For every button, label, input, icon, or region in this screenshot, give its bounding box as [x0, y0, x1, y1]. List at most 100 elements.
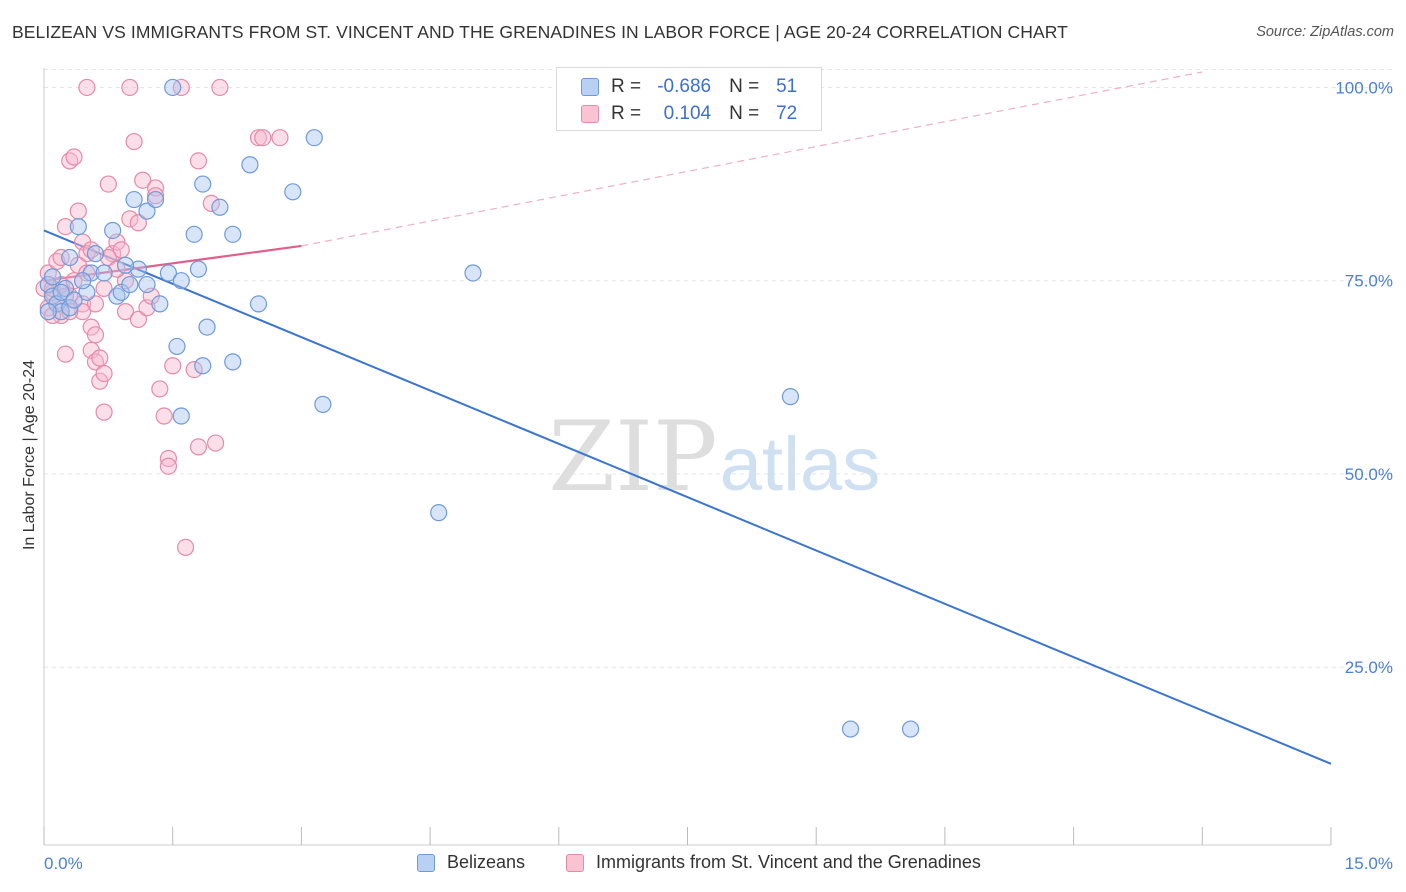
legend-n-label: N =	[729, 103, 760, 124]
legend-r-label: R =	[611, 76, 642, 97]
legend-r-value: -0.686	[657, 76, 712, 97]
legend-swatch-blue	[417, 853, 435, 872]
data-point-belizeans	[95, 264, 113, 282]
data-point-belizeans	[61, 248, 79, 267]
data-point-belizeans	[464, 264, 482, 282]
watermark: ZIP atlas	[548, 401, 880, 513]
y-tick-label: 50.0%	[1345, 465, 1393, 484]
data-point-immigrants	[134, 171, 152, 189]
data-point-belizeans	[249, 295, 268, 313]
data-point-immigrants	[129, 214, 147, 232]
data-point-belizeans	[168, 337, 186, 356]
x-tick-label: 0.0%	[44, 854, 83, 873]
data-point-immigrants	[86, 326, 105, 344]
data-point-immigrants	[202, 194, 220, 213]
data-point-immigrants	[254, 129, 272, 147]
data-point-immigrants	[108, 260, 126, 278]
data-point-immigrants	[78, 78, 96, 97]
data-point-belizeans	[146, 190, 165, 209]
data-point-immigrants	[189, 152, 208, 170]
data-point-immigrants	[86, 295, 105, 313]
data-point-belizeans	[224, 225, 242, 243]
data-point-belizeans	[194, 175, 212, 193]
data-point-belizeans	[159, 264, 178, 282]
data-point-immigrants	[249, 129, 268, 147]
trend-line-belizeans	[43, 229, 1332, 765]
legend-n-value: 72	[776, 103, 798, 124]
data-point-belizeans	[430, 504, 448, 522]
data-point-immigrants	[69, 202, 87, 220]
data-point-belizeans	[65, 291, 83, 309]
legend-swatch-pink	[566, 853, 584, 872]
data-point-belizeans	[86, 245, 105, 263]
data-point-immigrants	[189, 438, 208, 456]
data-point-belizeans	[52, 303, 70, 321]
data-point-belizeans	[211, 198, 229, 216]
axes	[43, 68, 1332, 846]
data-point-belizeans	[198, 318, 216, 336]
data-point-belizeans	[901, 720, 920, 738]
data-point-belizeans	[74, 272, 92, 290]
trend-line-immigrants-extended	[301, 71, 1203, 247]
watermark-atlas: atlas	[720, 422, 881, 507]
data-point-belizeans	[164, 78, 182, 97]
data-point-immigrants	[125, 132, 143, 151]
data-point-belizeans	[172, 272, 190, 290]
data-point-belizeans	[151, 295, 169, 313]
chart-source: Source: ZipAtlas.com	[1256, 24, 1394, 40]
data-point-belizeans	[781, 388, 800, 406]
data-point-immigrants	[159, 457, 178, 475]
data-point-belizeans	[189, 260, 208, 278]
data-point-belizeans	[194, 357, 212, 375]
data-point-belizeans	[172, 407, 190, 425]
data-point-immigrants	[146, 187, 165, 205]
data-point-immigrants	[95, 403, 113, 421]
data-point-belizeans	[138, 275, 156, 294]
data-point-immigrants	[99, 248, 117, 267]
data-point-belizeans	[52, 283, 70, 301]
data-point-belizeans	[841, 720, 860, 738]
series-legend: Belizeans Immigrants from St. Vincent an…	[0, 852, 1406, 878]
data-point-belizeans	[43, 268, 62, 286]
y-tick-label: 75.0%	[1345, 272, 1393, 291]
series-immigrants-points	[35, 78, 289, 556]
data-point-immigrants	[155, 407, 173, 425]
legend-swatch-blue	[581, 78, 599, 96]
legend-item-belizeans: Belizeans	[417, 852, 525, 873]
data-point-immigrants	[112, 241, 130, 259]
legend-item-immigrants: Immigrants from St. Vincent and the Gren…	[566, 852, 981, 873]
data-point-immigrants	[271, 129, 289, 147]
tick-labels: 25.0% 50.0% 75.0% 100.0% 0.0% 15.0%	[44, 78, 1393, 873]
legend-label-immigrants: Immigrants from St. Vincent and the Gren…	[596, 852, 981, 872]
data-point-immigrants	[56, 345, 75, 363]
legend-n-value: 51	[776, 76, 798, 97]
y-tick-label: 100.0%	[1335, 78, 1393, 97]
data-point-immigrants	[74, 303, 92, 321]
data-point-immigrants	[95, 364, 113, 383]
data-point-immigrants	[176, 538, 195, 556]
data-point-belizeans	[138, 202, 156, 220]
series-belizeans-points	[39, 78, 920, 738]
data-point-belizeans	[121, 275, 139, 294]
data-point-immigrants	[121, 78, 139, 97]
chart-title: BELIZEAN VS IMMIGRANTS FROM ST. VINCENT …	[12, 22, 1068, 42]
data-point-belizeans	[39, 303, 57, 321]
legend-n-label: N =	[729, 76, 760, 97]
y-axis-label: In Labor Force | Age 20-24	[21, 360, 38, 550]
trend-line-immigrants	[43, 244, 302, 282]
data-point-immigrants	[99, 175, 117, 193]
x-tick-label: 15.0%	[1345, 854, 1393, 873]
data-point-immigrants	[211, 78, 229, 97]
data-point-immigrants	[116, 303, 135, 321]
data-point-belizeans	[224, 353, 242, 371]
data-point-immigrants	[164, 357, 182, 375]
data-point-belizeans	[125, 190, 143, 209]
data-point-belizeans	[116, 256, 135, 274]
data-point-belizeans	[69, 218, 87, 236]
data-point-immigrants	[121, 210, 139, 228]
data-point-immigrants	[56, 218, 75, 236]
data-point-immigrants	[207, 434, 225, 452]
data-point-immigrants	[65, 148, 83, 166]
legend-swatch-pink	[581, 105, 599, 123]
